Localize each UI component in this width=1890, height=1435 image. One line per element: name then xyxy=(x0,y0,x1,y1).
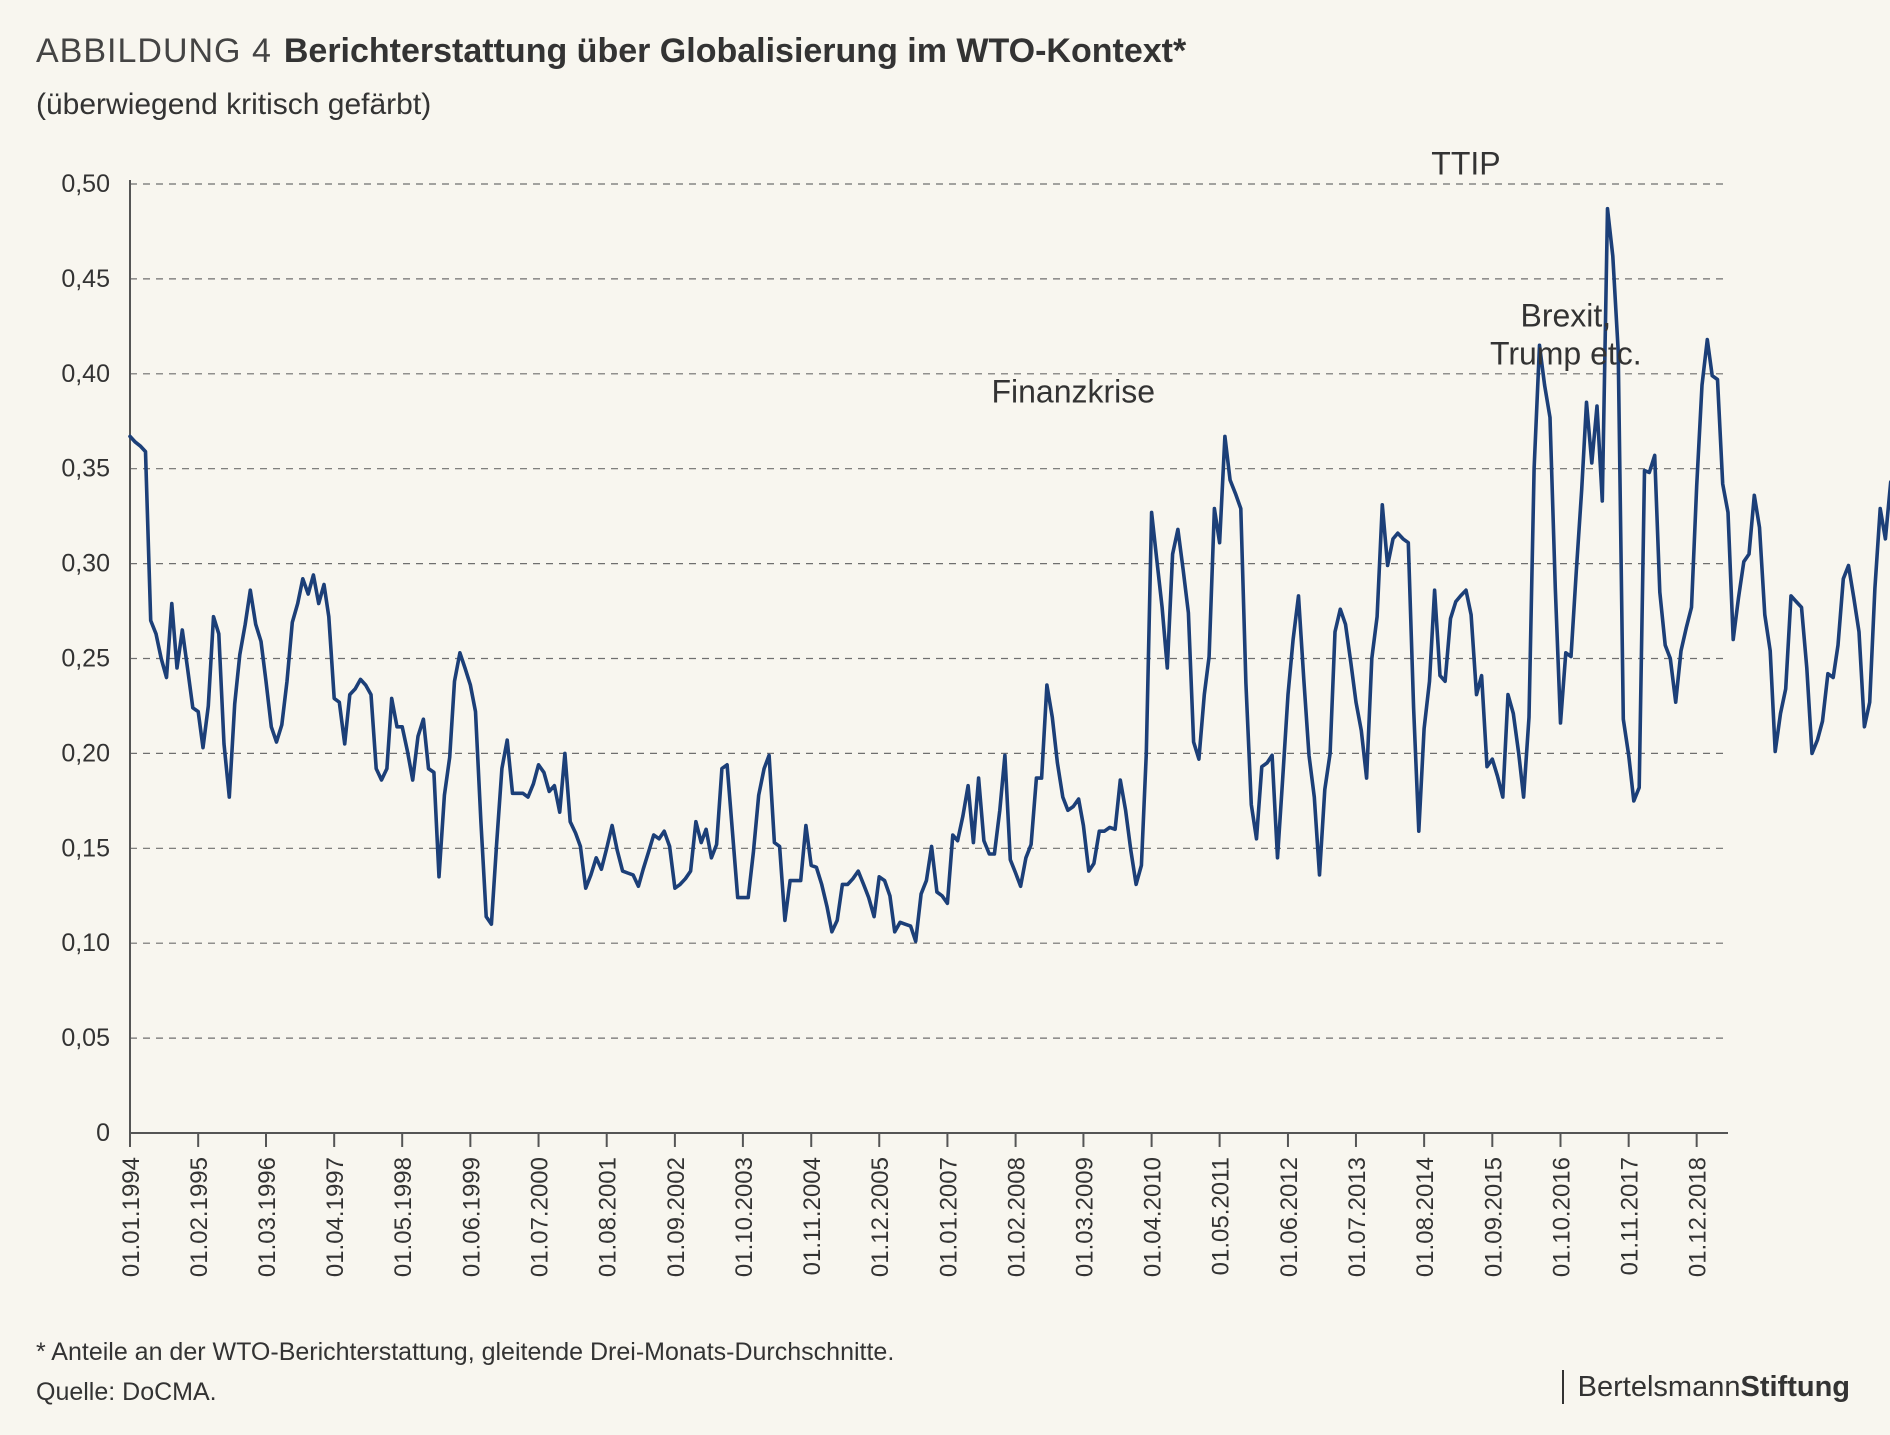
grid-lines xyxy=(130,183,1728,1039)
logo-light-text: Bertelsmann xyxy=(1577,1371,1741,1403)
chart-subtitle: (überwiegend kritisch gefärbt) xyxy=(36,88,432,121)
x-tick-label: 01.11.2017 xyxy=(1617,1157,1644,1275)
y-tick-label: 0,50 xyxy=(61,170,110,198)
series-line xyxy=(128,206,1890,944)
x-tick-label: 01.07.2000 xyxy=(527,1157,554,1277)
axes xyxy=(129,180,1728,1134)
source-note: Quelle: DoCMA. xyxy=(36,1378,217,1406)
x-tick-label: 01.12.2005 xyxy=(867,1157,894,1277)
y-tick-label: 0,30 xyxy=(61,550,110,578)
y-tick-label: 0,35 xyxy=(61,455,110,483)
x-tick-label: 01.09.2015 xyxy=(1480,1157,1507,1277)
y-axis-ticks: 0 0,05 0,10 0,15 0,20 0,25 0,30 0,35 0,40 0,45 0,5… xyxy=(61,170,110,1147)
bertelsmann-stiftung-logo: BertelsmannStiftung xyxy=(1561,1370,1850,1404)
y-tick-label: 0,45 xyxy=(61,265,110,293)
annotation-label: Trump etc. xyxy=(1490,335,1642,371)
x-tick-label: 01.10.2003 xyxy=(731,1157,758,1277)
x-tick-label: 01.03.2009 xyxy=(1071,1157,1098,1277)
annotation-label: Finanzkrise xyxy=(991,373,1155,409)
series xyxy=(128,206,1890,944)
x-tick-label: 01.09.2002 xyxy=(663,1157,690,1277)
y-tick-label: 0,10 xyxy=(61,929,110,957)
x-tick-label: 01.08.2014 xyxy=(1412,1157,1439,1277)
y-tick-label: 0,05 xyxy=(61,1024,110,1052)
x-tick-label: 01.06.2012 xyxy=(1276,1157,1303,1277)
x-tick-label: 01.02.2008 xyxy=(1004,1157,1031,1277)
y-tick-label: 0 xyxy=(96,1119,110,1147)
x-tick-label: 01.03.1996 xyxy=(254,1157,281,1277)
x-tick-label: 01.04.2010 xyxy=(1140,1157,1167,1277)
x-tick-label: 01.04.1997 xyxy=(322,1157,349,1277)
figure-number: ABBILDUNG 4 xyxy=(36,32,272,70)
x-tick-label: 01.12.2018 xyxy=(1685,1157,1712,1277)
y-tick-label: 0,40 xyxy=(61,360,110,388)
x-tick-label: 01.11.2004 xyxy=(799,1157,826,1275)
line-chart: 0 0,05 0,10 0,15 0,20 0,25 0,30 0,35 0,40 0,45 0,5… xyxy=(61,146,1890,1277)
x-tick-label: 01.08.2001 xyxy=(595,1157,622,1277)
annotations: Finanzkrise TTIP Brexit,Trump etc. xyxy=(991,146,1641,410)
x-tick-label: 01.02.1995 xyxy=(186,1157,213,1277)
chart-title-line: ABBILDUNG 4 Berichterstattung über Global… xyxy=(36,32,1186,71)
annotation-label: Brexit, xyxy=(1520,297,1611,333)
x-tick-label: 01.01.1994 xyxy=(118,1157,145,1277)
x-tick-label: 01.01.2007 xyxy=(935,1157,962,1277)
x-tick-label: 01.07.2013 xyxy=(1344,1157,1371,1277)
y-tick-label: 0,20 xyxy=(61,739,110,767)
x-tick-label: 01.05.1998 xyxy=(390,1157,417,1277)
logo-bold-text: Stiftung xyxy=(1740,1371,1850,1403)
y-tick-label: 0,15 xyxy=(61,834,110,862)
chart-title: Berichterstattung über Globalisierung im… xyxy=(283,32,1187,70)
footnote: * Anteile an der WTO-Berichterstattung, … xyxy=(36,1338,895,1366)
annotation-label: TTIP xyxy=(1431,146,1500,182)
x-axis-ticks: 01.01.1994 01.02.1995 01.03.1996 01.04.1997… xyxy=(118,1133,1712,1277)
y-tick-label: 0,25 xyxy=(61,645,110,673)
x-tick-label: 01.10.2016 xyxy=(1548,1157,1575,1277)
x-tick-label: 01.06.1999 xyxy=(458,1157,485,1277)
x-tick-label: 01.05.2011 xyxy=(1208,1157,1235,1275)
